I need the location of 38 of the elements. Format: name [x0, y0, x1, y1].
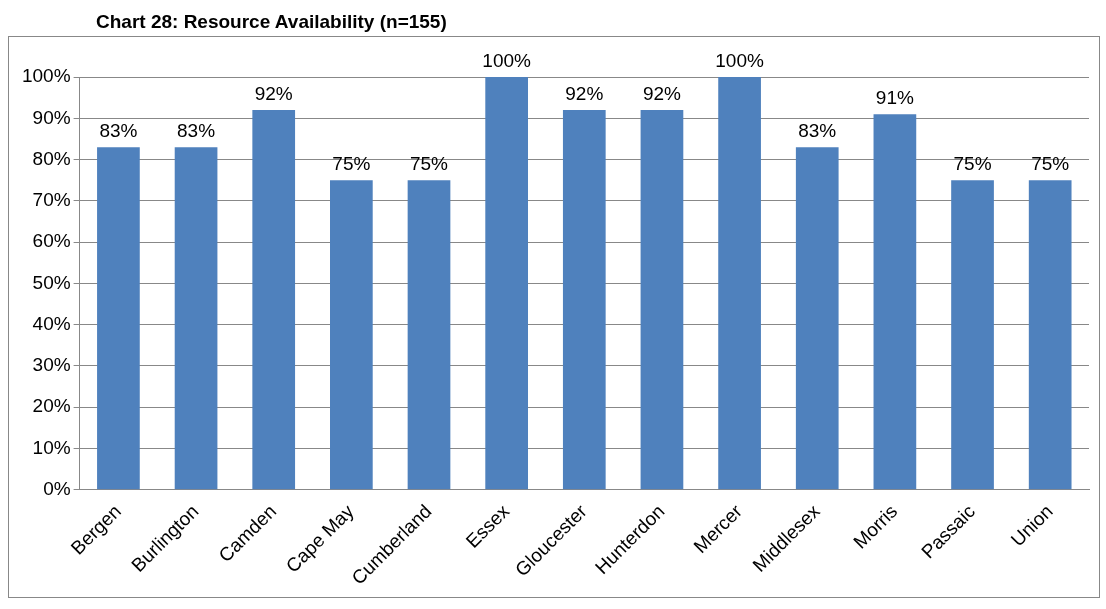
bar	[174, 147, 218, 490]
data-label: 100%	[715, 49, 764, 71]
bar	[795, 147, 839, 490]
data-label: 75%	[332, 152, 371, 174]
y-tick-label: 10%	[32, 436, 71, 458]
data-label: 100%	[482, 49, 532, 71]
data-label: 75%	[409, 152, 449, 174]
bar	[562, 110, 606, 490]
bar	[640, 110, 684, 490]
y-tick-label: 20%	[32, 395, 71, 417]
data-label: 83%	[798, 119, 837, 141]
y-tick-label: 100%	[21, 65, 71, 87]
bar	[485, 77, 528, 490]
bar	[951, 180, 994, 490]
y-tick-label: 70%	[32, 189, 71, 211]
bar	[407, 180, 451, 490]
data-label: 92%	[565, 82, 604, 104]
data-label: 83%	[99, 119, 138, 141]
data-label: 92%	[642, 82, 682, 104]
bar	[718, 77, 761, 490]
y-tick-label: 60%	[32, 230, 71, 252]
bar	[252, 110, 296, 490]
data-label: 83%	[177, 119, 216, 141]
bar	[97, 147, 140, 490]
y-tick-label: 90%	[32, 106, 71, 128]
y-tick-label: 50%	[32, 271, 71, 293]
data-label: 91%	[875, 86, 914, 108]
bar	[330, 180, 373, 490]
bar	[1028, 180, 1072, 490]
data-label: 92%	[254, 82, 293, 104]
y-tick-label: 0%	[43, 477, 71, 499]
y-tick-label: 80%	[32, 147, 71, 169]
data-label: 75%	[953, 152, 992, 174]
data-label: 75%	[1031, 152, 1070, 174]
chart-title: Chart 28: Resource Availability (n=155)	[96, 10, 448, 34]
y-tick-label: 40%	[32, 312, 71, 334]
bar	[873, 114, 917, 490]
y-tick-label: 30%	[32, 354, 71, 376]
